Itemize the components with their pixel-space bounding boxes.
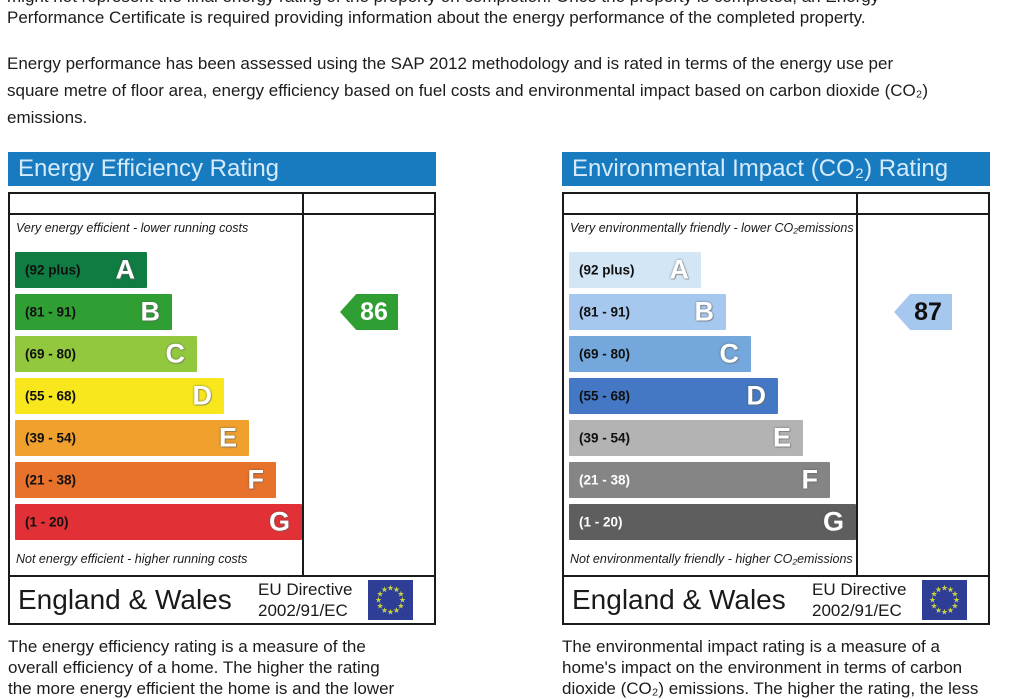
band-a: (92 plus) A	[569, 252, 701, 288]
band-range: (81 - 91)	[579, 304, 631, 320]
band-range: (81 - 91)	[25, 304, 77, 320]
band-b: (81 - 91) B	[15, 294, 172, 330]
band-range: (55 - 68)	[579, 388, 631, 404]
environmental-impact-chart: Environmental Impact (CO₂) Rating Very e…	[562, 152, 990, 625]
band-range: (21 - 38)	[25, 472, 77, 488]
top-caption: Very environmentally friendly - lower CO…	[570, 221, 854, 235]
band-letter: B	[694, 296, 715, 327]
band-letter: D	[746, 380, 767, 411]
band-range: (39 - 54)	[579, 430, 631, 446]
intro-paragraph-line: emissions.	[7, 108, 88, 127]
band-d: (55 - 68) D	[15, 378, 224, 414]
current-rating-arrow: 86	[340, 294, 398, 330]
band-range: (69 - 80)	[579, 346, 631, 362]
band-letter: C	[719, 338, 740, 369]
current-rating-value: 87	[914, 297, 942, 326]
band-range: (1 - 20)	[579, 514, 623, 530]
band-letter: B	[140, 296, 161, 327]
band-letter: G	[822, 506, 844, 537]
band-c: (69 - 80) C	[569, 336, 751, 372]
band-f: (21 - 38) F	[569, 462, 830, 498]
chart-footer: England & Wales EU Directive 2002/91/EC	[562, 575, 990, 625]
eu-directive-label: EU Directive 2002/91/EC	[812, 580, 907, 620]
chart-title: Energy Efficiency Rating	[18, 155, 280, 182]
bottom-caption: Not energy efficient - higher running co…	[16, 552, 248, 566]
chart-title: Environmental Impact (CO₂) Rating	[572, 155, 949, 182]
region-label: England & Wales	[572, 584, 786, 615]
band-range: (1 - 20)	[25, 514, 69, 530]
energy-rating-description: The energy efficiency rating is a measur…	[8, 637, 395, 698]
chart-footer: England & Wales EU Directive 2002/91/EC	[8, 575, 436, 625]
band-range: (69 - 80)	[25, 346, 77, 362]
band-letter: C	[165, 338, 186, 369]
band-d: (55 - 68) D	[569, 378, 778, 414]
table-header-row	[10, 194, 434, 215]
chart-title-bar: Energy Efficiency Rating	[8, 152, 436, 186]
band-letter: D	[192, 380, 213, 411]
band-letter: G	[268, 506, 290, 537]
band-range: (55 - 68)	[25, 388, 77, 404]
band-letter: F	[247, 464, 265, 495]
region-label: England & Wales	[18, 584, 232, 615]
table-header-row	[564, 194, 988, 215]
band-range: (39 - 54)	[25, 430, 77, 446]
intro-clipped-line: might not represent the final energy rat…	[7, 0, 879, 7]
column-divider	[302, 194, 304, 575]
chart-title-bar: Environmental Impact (CO₂) Rating	[562, 152, 990, 186]
band-letter: A	[669, 254, 690, 285]
energy-efficiency-chart: Energy Efficiency Rating Very energy eff…	[8, 152, 436, 625]
intro-paragraph-line: Energy performance has been assessed usi…	[7, 54, 894, 73]
intro-paragraph-line: square metre of floor area, energy effic…	[7, 81, 929, 100]
band-a: (92 plus) A	[15, 252, 147, 288]
eu-directive-label: EU Directive 2002/91/EC	[258, 580, 353, 620]
band-e: (39 - 54) E	[569, 420, 803, 456]
column-divider	[856, 194, 858, 575]
band-g: (1 - 20) G	[15, 504, 302, 540]
band-f: (21 - 38) F	[15, 462, 276, 498]
top-caption: Very energy efficient - lower running co…	[16, 221, 249, 235]
current-rating-value: 86	[360, 297, 388, 326]
rating-scale-table: Very environmentally friendly - lower CO…	[562, 192, 990, 575]
band-g: (1 - 20) G	[569, 504, 856, 540]
band-b: (81 - 91) B	[569, 294, 726, 330]
band-range: (21 - 38)	[579, 472, 631, 488]
eu-flag-icon	[922, 580, 967, 620]
rating-scale-table: Very energy efficient - lower running co…	[8, 192, 436, 575]
environmental-rating-description: The environmental impact rating is a mea…	[562, 637, 979, 698]
band-letter: E	[218, 422, 237, 453]
intro-line: Performance Certificate is required prov…	[7, 8, 866, 27]
band-range: (92 plus)	[25, 262, 81, 278]
band-c: (69 - 80) C	[15, 336, 197, 372]
eu-flag-icon	[368, 580, 413, 620]
band-letter: E	[772, 422, 791, 453]
band-e: (39 - 54) E	[15, 420, 249, 456]
band-letter: A	[115, 254, 136, 285]
current-rating-arrow: 87	[894, 294, 952, 330]
bottom-caption: Not environmentally friendly - higher CO…	[570, 552, 853, 566]
intro-paragraph: Energy performance has been assessed usi…	[7, 50, 1021, 131]
band-letter: F	[801, 464, 819, 495]
band-range: (92 plus)	[579, 262, 635, 278]
